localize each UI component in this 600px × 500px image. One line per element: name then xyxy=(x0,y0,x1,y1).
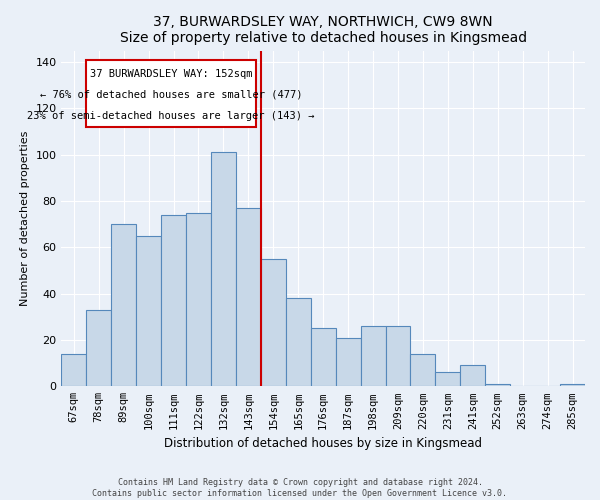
Bar xyxy=(311,328,335,386)
Bar xyxy=(560,384,585,386)
Bar xyxy=(410,354,436,386)
Bar xyxy=(61,354,86,386)
Text: 23% of semi-detached houses are larger (143) →: 23% of semi-detached houses are larger (… xyxy=(27,110,315,120)
X-axis label: Distribution of detached houses by size in Kingsmead: Distribution of detached houses by size … xyxy=(164,437,482,450)
Bar xyxy=(436,372,460,386)
Bar xyxy=(261,259,286,386)
Bar xyxy=(111,224,136,386)
Text: 37 BURWARDSLEY WAY: 152sqm: 37 BURWARDSLEY WAY: 152sqm xyxy=(90,69,252,79)
Bar xyxy=(335,338,361,386)
Bar xyxy=(211,152,236,386)
Bar xyxy=(236,208,261,386)
Bar xyxy=(136,236,161,386)
FancyBboxPatch shape xyxy=(86,60,256,127)
Bar xyxy=(460,366,485,386)
Bar xyxy=(361,326,386,386)
Title: 37, BURWARDSLEY WAY, NORTHWICH, CW9 8WN
Size of property relative to detached ho: 37, BURWARDSLEY WAY, NORTHWICH, CW9 8WN … xyxy=(119,15,527,45)
Bar xyxy=(286,298,311,386)
Bar xyxy=(485,384,510,386)
Bar xyxy=(386,326,410,386)
Y-axis label: Number of detached properties: Number of detached properties xyxy=(20,130,30,306)
Bar xyxy=(161,215,186,386)
Bar xyxy=(186,212,211,386)
Text: Contains HM Land Registry data © Crown copyright and database right 2024.
Contai: Contains HM Land Registry data © Crown c… xyxy=(92,478,508,498)
Text: ← 76% of detached houses are smaller (477): ← 76% of detached houses are smaller (47… xyxy=(40,90,302,100)
Bar xyxy=(86,310,111,386)
